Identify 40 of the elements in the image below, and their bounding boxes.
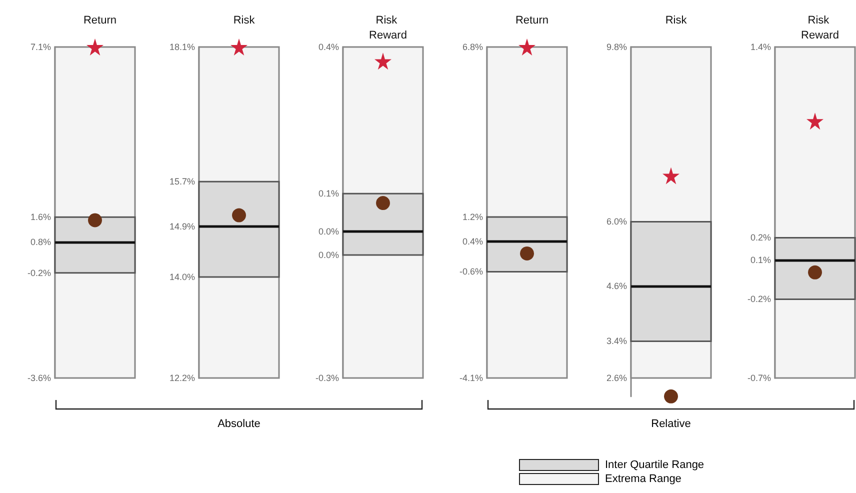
y-tick-label: 0.8% [30, 236, 51, 247]
y-tick-label: -0.7% [747, 373, 771, 383]
chart-title: Return [515, 14, 549, 26]
y-tick-label: 0.1% [318, 188, 339, 199]
y-tick-label: -0.2% [747, 294, 771, 304]
y-tick-label: 0.1% [750, 254, 771, 265]
y-tick-label: 0.4% [318, 42, 339, 52]
y-tick-label: 0.0% [318, 250, 339, 260]
y-tick-label: 0.2% [750, 232, 771, 243]
y-tick-label: 6.0% [606, 216, 627, 227]
y-tick-label: 14.0% [169, 272, 195, 282]
y-tick-label: 1.2% [462, 212, 483, 222]
y-tick-label: -4.1% [459, 373, 483, 383]
chart-title: Return [83, 14, 117, 26]
y-tick-label: -0.2% [27, 268, 51, 278]
chart-title: Risk Reward [369, 14, 407, 42]
text: Relative [650, 418, 692, 430]
y-tick-label: 0.0% [318, 226, 339, 236]
y-tick-label: 9.8% [606, 42, 627, 52]
y-tick-label: 1.4% [750, 42, 771, 52]
y-tick-label: 12.2% [169, 373, 195, 383]
chart-title: Risk [665, 14, 688, 26]
y-tick-label: 18.1% [169, 42, 195, 52]
chart-title: Risk [233, 14, 256, 26]
y-tick-label: -0.6% [459, 266, 483, 277]
text: Absolute [216, 418, 262, 430]
text: Inter Quartile Range [605, 459, 704, 471]
y-tick-label: 0.4% [462, 236, 483, 246]
y-tick-label: 7.1% [30, 42, 51, 52]
y-tick-label: 6.8% [462, 42, 483, 52]
y-tick-label: 1.6% [30, 212, 51, 222]
y-tick-label: -0.3% [315, 373, 339, 383]
y-tick-label: 4.6% [606, 281, 627, 292]
y-tick-label: 15.7% [169, 176, 195, 187]
chart-title: Risk Reward [801, 14, 839, 42]
y-tick-label: 2.6% [606, 373, 627, 383]
y-tick-label: -3.6% [27, 373, 51, 383]
text: Extrema Range [605, 473, 682, 485]
y-tick-label: 14.9% [169, 222, 195, 232]
y-tick-label: 3.4% [606, 336, 627, 346]
